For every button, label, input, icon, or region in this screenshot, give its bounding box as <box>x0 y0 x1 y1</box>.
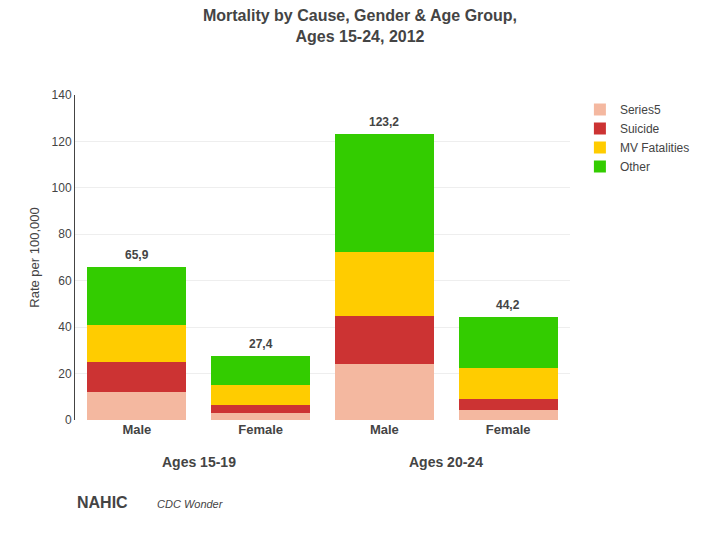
svg-text:140: 140 <box>52 88 72 102</box>
svg-text:Male: Male <box>370 422 399 437</box>
svg-text:Rate per 100,000: Rate per 100,000 <box>27 207 42 307</box>
svg-text:Female: Female <box>486 422 531 437</box>
svg-text:Other: Other <box>620 160 650 174</box>
svg-text:Male: Male <box>122 422 151 437</box>
svg-text:60: 60 <box>58 274 72 288</box>
svg-text:123,2: 123,2 <box>369 115 399 129</box>
svg-text:27,4: 27,4 <box>249 337 273 351</box>
svg-text:Suicide: Suicide <box>620 122 660 136</box>
svg-text:CDC Wonder: CDC Wonder <box>157 498 224 510</box>
svg-text:Ages 15-19: Ages 15-19 <box>162 454 236 470</box>
svg-text:Mortality by Cause, Gender & A: Mortality by Cause, Gender & Age Group,A… <box>203 7 517 45</box>
svg-text:65,9: 65,9 <box>125 248 149 262</box>
svg-text:NAHIC: NAHIC <box>77 494 128 511</box>
svg-text:MV Fatalities: MV Fatalities <box>620 141 689 155</box>
svg-text:120: 120 <box>52 135 72 149</box>
svg-text:80: 80 <box>58 227 72 241</box>
svg-text:Ages 20-24: Ages 20-24 <box>409 454 483 470</box>
svg-text:100: 100 <box>52 181 72 195</box>
svg-text:44,2: 44,2 <box>496 298 520 312</box>
svg-text:20: 20 <box>58 367 72 381</box>
svg-text:Female: Female <box>238 422 283 437</box>
svg-text:Series5: Series5 <box>620 103 661 117</box>
svg-text:40: 40 <box>58 320 72 334</box>
svg-text:0: 0 <box>65 413 72 427</box>
